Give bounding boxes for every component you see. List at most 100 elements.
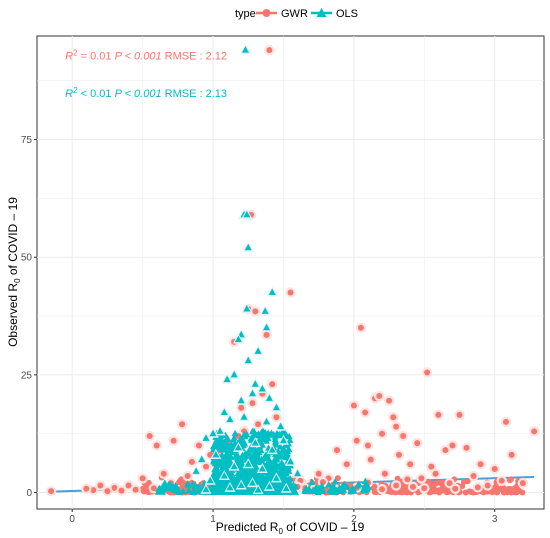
ols-cluster-point bbox=[258, 441, 266, 448]
gwr-point-29 bbox=[90, 487, 97, 494]
gwr-band-point bbox=[371, 483, 378, 490]
legend-label-gwr: GWR bbox=[281, 8, 308, 20]
ols-point-26 bbox=[209, 429, 217, 437]
ols-point-44 bbox=[237, 481, 245, 488]
gwr-point-56 bbox=[379, 430, 386, 437]
ols-point-45 bbox=[265, 482, 273, 490]
ols-point-29 bbox=[251, 439, 259, 446]
ols-cluster-point bbox=[253, 450, 261, 457]
y-tick-label-2: 50 bbox=[21, 253, 33, 264]
ols-point-22 bbox=[240, 413, 248, 420]
ols-cluster-point bbox=[228, 469, 236, 477]
ols-point-30 bbox=[234, 443, 242, 451]
ols-cluster-point bbox=[279, 479, 287, 487]
ols-band-point bbox=[206, 483, 214, 490]
ols-cluster-point bbox=[238, 469, 246, 476]
gwr-point-61 bbox=[395, 451, 402, 458]
gwr-point-57 bbox=[381, 470, 388, 477]
gwr-point-100 bbox=[150, 485, 157, 492]
gwr-point-22 bbox=[153, 442, 160, 449]
gwr-point-20 bbox=[179, 421, 186, 428]
gwr-point-17 bbox=[207, 451, 214, 458]
ols-band-point bbox=[331, 478, 339, 485]
ols-cluster-point bbox=[230, 434, 238, 441]
ols-cluster-point bbox=[273, 431, 281, 439]
gwr-point-12 bbox=[255, 421, 262, 428]
ols-cluster-point bbox=[224, 435, 232, 443]
r2-value: = 0.01 bbox=[78, 51, 115, 63]
ols-point-31 bbox=[268, 446, 276, 453]
ols-band-point bbox=[156, 484, 164, 492]
legend: type GWR OLS bbox=[235, 8, 358, 20]
ols-band-point bbox=[179, 487, 187, 495]
ols-point-47 bbox=[282, 484, 290, 492]
legend-entry-gwr: GWR bbox=[256, 8, 308, 20]
ols-cluster-point bbox=[257, 446, 265, 454]
ols-cluster-point bbox=[249, 453, 257, 461]
r2-symbol: R bbox=[65, 88, 73, 100]
ols-point-9 bbox=[263, 323, 271, 331]
ols-band-point bbox=[161, 479, 169, 486]
ols-cluster-point bbox=[285, 476, 293, 483]
y-axis-title: Observed R0 of COVID – 19 bbox=[6, 197, 22, 347]
rmse-value: RMSE : 2.13 bbox=[165, 88, 227, 100]
ols-cluster-point bbox=[215, 441, 223, 448]
ols-cluster-point bbox=[214, 457, 222, 465]
ols-point-33 bbox=[198, 455, 206, 463]
plot-panel bbox=[36, 35, 545, 510]
gwr-point-71 bbox=[449, 442, 456, 449]
gwr-point-64 bbox=[414, 440, 421, 447]
ols-point-10 bbox=[254, 347, 262, 354]
legend-title: type bbox=[235, 8, 256, 20]
ols-cluster-point bbox=[231, 429, 239, 437]
grid bbox=[37, 36, 544, 509]
ols-cluster-point bbox=[271, 459, 279, 467]
p-value: P < 0.001 bbox=[115, 51, 165, 63]
ols-point-0 bbox=[241, 46, 249, 53]
gwr-point-27 bbox=[111, 484, 118, 491]
ols-cluster-point bbox=[223, 449, 231, 457]
gwr-point-50 bbox=[357, 324, 364, 331]
ols-cluster-point bbox=[261, 428, 269, 436]
ols-cluster-point bbox=[241, 432, 249, 440]
ols-band-point bbox=[333, 486, 341, 494]
p-value: P < 0.001 bbox=[115, 88, 165, 100]
ols-cluster-point bbox=[285, 439, 293, 447]
ols-point-49 bbox=[254, 486, 262, 493]
rmse-value: RMSE : 2.12 bbox=[165, 51, 227, 63]
ols-cluster-point bbox=[216, 477, 224, 484]
ols-point-23 bbox=[263, 417, 271, 425]
ols-cluster-point bbox=[229, 477, 237, 484]
gwr-point-83 bbox=[446, 480, 453, 487]
gwr-point-78 bbox=[502, 418, 509, 425]
gwr-point-60 bbox=[393, 423, 400, 430]
ols-point-19 bbox=[272, 403, 280, 411]
gwr-point-82 bbox=[484, 482, 491, 489]
ols-cluster-point bbox=[251, 472, 259, 480]
ols-cluster-point bbox=[285, 445, 293, 453]
gwr-point-93 bbox=[474, 484, 481, 491]
x-axis-title: Predicted R0 of COVID – 19 bbox=[216, 520, 365, 536]
gwr-point-69 bbox=[435, 411, 442, 418]
ols-band-point bbox=[361, 477, 369, 485]
gwr-point-6 bbox=[263, 331, 270, 338]
gwr-point-65 bbox=[418, 475, 425, 482]
ols-point-8 bbox=[234, 335, 242, 343]
gwr-point-49 bbox=[353, 437, 360, 444]
ols-point-34 bbox=[287, 457, 294, 465]
ols-point-5 bbox=[261, 307, 269, 314]
data-points bbox=[45, 44, 540, 497]
ols-band-point bbox=[243, 477, 251, 485]
ols-band-point bbox=[309, 487, 317, 494]
ols-point-16 bbox=[248, 389, 256, 397]
ols-cluster-point bbox=[264, 454, 272, 462]
ols-point-11 bbox=[244, 356, 252, 364]
gwr-point-79 bbox=[508, 451, 515, 458]
ols-cluster-point bbox=[216, 434, 224, 442]
gwr-point-33 bbox=[132, 486, 139, 493]
gwr-point-4 bbox=[252, 308, 259, 315]
gwr-point-68 bbox=[432, 470, 439, 477]
ols-cluster-point bbox=[282, 463, 290, 471]
x-tick-label-0: 0 bbox=[69, 514, 75, 525]
ols-cluster-point bbox=[215, 444, 223, 452]
